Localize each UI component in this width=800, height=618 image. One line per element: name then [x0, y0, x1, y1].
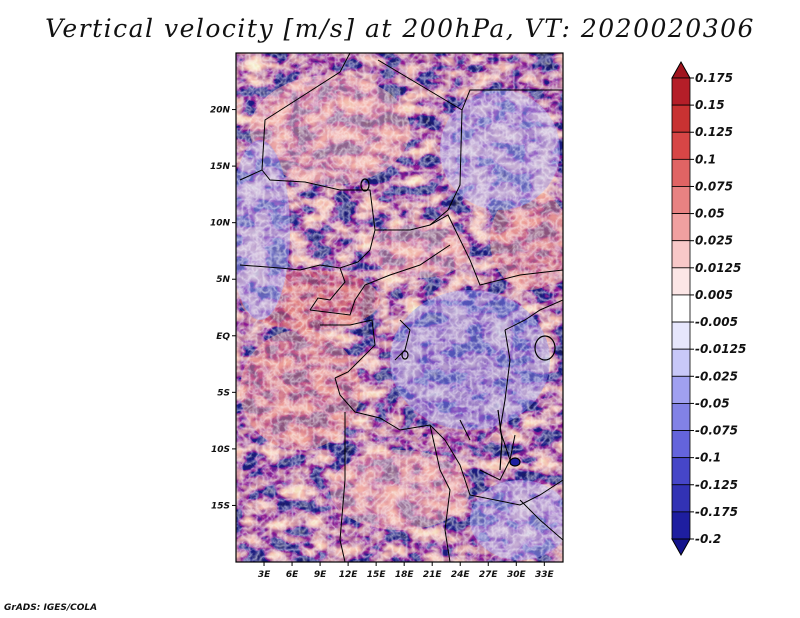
colorbar-label: -0.1: [695, 451, 721, 465]
lon-tick-label: 27E: [479, 570, 499, 580]
colorbar-cap-top: [671, 60, 691, 79]
colorbar-label: 0.15: [695, 98, 725, 112]
lon-tick-label: 12E: [339, 570, 359, 580]
colorbar-label: 0.0125: [695, 261, 741, 275]
colorbar-swatch: [671, 294, 691, 323]
colorbar-swatch: [671, 131, 691, 160]
colorbar-swatch: [671, 321, 691, 350]
colorbar-swatch: [671, 403, 691, 431]
lon-tick-label: 24E: [451, 570, 471, 580]
lat-tick-label: 15S: [211, 501, 230, 511]
footer-credit: GrADS: IGES/COLA: [4, 603, 98, 613]
lat-tick-label: 10N: [210, 219, 231, 229]
colorbar-swatch: [671, 457, 691, 486]
lon-tick-label: 33E: [535, 570, 555, 580]
colorbar-swatch: [671, 77, 691, 106]
colorbar-label: -0.175: [695, 505, 738, 519]
borders: [239, 53, 563, 562]
lon-tick-label: 18E: [395, 570, 415, 580]
colorbar-label: -0.075: [695, 424, 738, 438]
lon-tick-label: 6E: [286, 570, 299, 580]
colorbar-swatch: [671, 104, 691, 133]
colorbar-swatch: [671, 267, 691, 296]
colorbar-swatch: [671, 186, 691, 214]
lon-axis: 3E 6E 9E 12E 15E 18E 21E 24E 27E 30E 33E: [258, 562, 555, 580]
colorbar-label: -0.005: [695, 315, 738, 329]
colorbar-label: 0.05: [695, 207, 725, 221]
colorbar-label: -0.0125: [695, 342, 746, 356]
colorbar-label: -0.2: [695, 532, 721, 546]
colorbar-swatch: [671, 430, 691, 459]
lat-tick-label: 10S: [211, 445, 230, 455]
lat-tick-label: 5S: [217, 388, 230, 398]
colorbar-label: -0.05: [695, 396, 730, 410]
field-contours: [236, 53, 563, 562]
colorbar-label: 0.125: [695, 125, 733, 139]
colorbar-label: 0.175: [695, 71, 733, 85]
lon-tick-label: 21E: [423, 570, 443, 580]
colorbar-swatch: [671, 375, 691, 404]
colorbar-cap-bottom: [671, 538, 691, 557]
colorbar-swatch: [671, 484, 691, 513]
colorbar-label: -0.025: [695, 369, 738, 383]
lat-tick-label: 15N: [210, 162, 231, 172]
lat-tick-label: 20N: [210, 106, 231, 116]
colorbar: 0.175 0.15 0.125 0.1 0.075 0.05 0.025 0.0125 0.0…: [671, 60, 746, 557]
lon-tick-label: 3E: [258, 570, 271, 580]
colorbar-swatch: [671, 158, 691, 187]
lat-tick-label: 5N: [216, 275, 230, 285]
colorbar-label: 0.025: [695, 234, 733, 248]
lat-tick-label: EQ: [216, 332, 230, 342]
colorbar-label: 0.075: [695, 179, 733, 193]
lat-axis: 20N 15N 10N 5N EQ 5S 10S 15S: [210, 106, 236, 511]
map-title: Vertical velocity [m/s] at 200hPa, VT: 2…: [45, 14, 755, 43]
colorbar-swatch: [671, 348, 691, 377]
lon-tick-label: 9E: [314, 570, 327, 580]
colorbar-label: 0.1: [695, 152, 716, 166]
map-frame: [235, 52, 564, 563]
lon-tick-label: 15E: [367, 570, 387, 580]
colorbar-swatch: [671, 240, 691, 269]
colorbar-label: -0.125: [695, 478, 738, 492]
lon-tick-label: 30E: [507, 570, 527, 580]
colorbar-swatch: [671, 511, 691, 540]
colorbar-label: 0.005: [695, 288, 733, 302]
lakes: [360, 178, 556, 471]
colorbar-swatch: [671, 213, 691, 242]
map-panel: [236, 53, 563, 562]
